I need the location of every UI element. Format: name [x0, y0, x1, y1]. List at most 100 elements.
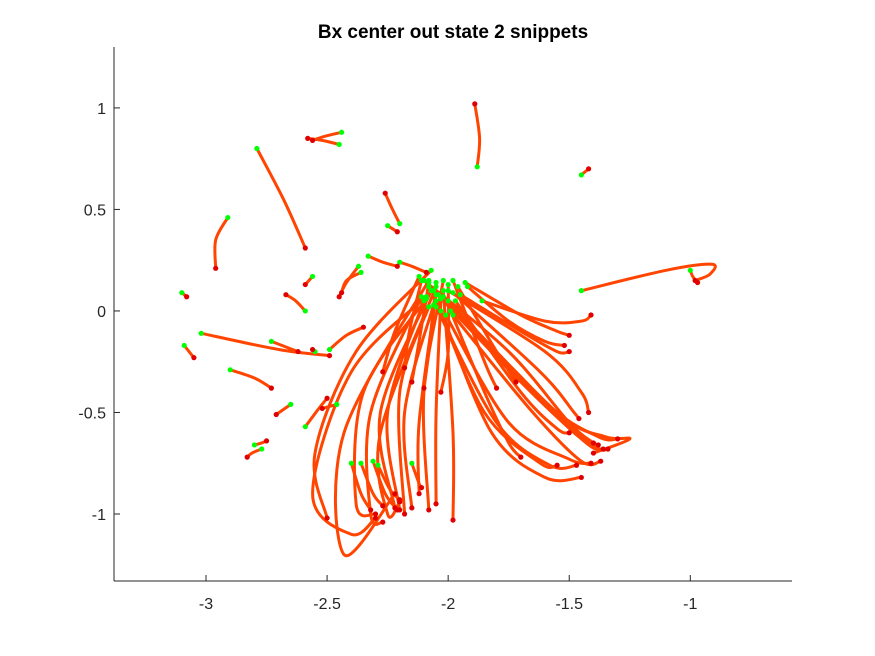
trajectory-line: [456, 285, 518, 384]
end-point-marker: [309, 137, 316, 143]
trajectory-line: [352, 297, 428, 518]
start-point-marker: [445, 281, 451, 288]
start-point-marker: [339, 129, 345, 135]
end-point-marker: [518, 454, 524, 460]
start-point-marker: [447, 308, 454, 314]
end-point-marker: [372, 511, 379, 517]
start-point-marker: [259, 446, 265, 452]
end-point-marker: [394, 507, 400, 513]
y-axis-ticks: 1 0.5 0 -0.5 -1: [78, 101, 120, 524]
end-point-marker: [273, 411, 279, 418]
start-point-marker: [452, 298, 459, 304]
start-point-marker: [435, 292, 442, 298]
end-point-marker: [372, 515, 379, 521]
end-point-marker: [586, 166, 592, 172]
plot-area: [179, 101, 717, 558]
y-tick-label: 0.5: [84, 202, 106, 219]
end-point-marker: [554, 462, 560, 468]
trajectory-line: [402, 303, 436, 510]
end-point-marker: [598, 458, 604, 464]
trajectory-line: [480, 299, 593, 325]
trajectory-line: [213, 216, 230, 270]
start-point-marker: [375, 462, 381, 468]
trajectory-line: [255, 147, 307, 250]
trajectory-line: [383, 191, 402, 226]
end-point-marker: [309, 346, 316, 353]
start-point-marker: [254, 145, 260, 152]
trajectory-line: [269, 339, 300, 354]
end-point-marker: [605, 446, 611, 452]
start-point-marker: [443, 312, 449, 318]
trajectory-line: [579, 262, 717, 293]
start-point-marker: [462, 279, 468, 286]
trajectory-line: [439, 309, 583, 483]
start-point-marker: [455, 283, 461, 290]
end-point-marker: [590, 450, 597, 456]
start-point-marker: [179, 290, 185, 296]
start-point-marker: [687, 267, 693, 273]
end-point-marker: [339, 290, 345, 296]
end-point-marker: [401, 365, 408, 371]
end-point-marker: [433, 501, 439, 507]
end-point-marker: [426, 507, 432, 513]
start-point-marker: [251, 442, 258, 448]
trajectory-line: [312, 268, 433, 520]
y-tick-label: -0.5: [78, 405, 106, 422]
start-point-marker: [416, 273, 422, 280]
end-point-marker: [191, 355, 197, 361]
trajectory-line: [274, 402, 293, 416]
end-point-marker: [244, 454, 250, 460]
end-point-marker: [360, 324, 367, 330]
end-point-marker: [305, 135, 311, 141]
start-point-marker: [198, 330, 204, 336]
trajectory-line: [376, 463, 402, 502]
trajectory-line: [446, 289, 591, 414]
trajectory-line: [340, 270, 363, 295]
start-point-marker: [358, 269, 364, 275]
trajectory-line: [228, 368, 273, 390]
start-point-marker: [450, 312, 456, 318]
end-point-marker: [394, 263, 400, 269]
end-point-marker: [513, 379, 519, 385]
end-point-marker: [578, 474, 584, 481]
end-point-marker: [380, 519, 386, 525]
start-point-marker: [288, 401, 294, 407]
start-point-marker: [578, 288, 584, 294]
start-point-marker: [426, 279, 432, 286]
end-point-marker: [573, 462, 580, 468]
trajectory-layer: [180, 102, 717, 558]
start-point-marker: [433, 298, 439, 304]
end-point-marker: [586, 409, 592, 416]
start-point-marker: [479, 298, 485, 304]
trajectory-line: [403, 279, 423, 370]
end-point-marker: [324, 515, 330, 521]
end-point-marker: [295, 348, 301, 355]
trajectory-line: [311, 295, 428, 537]
end-point-marker: [324, 395, 330, 401]
end-point-marker: [472, 101, 478, 107]
start-point-marker: [309, 273, 316, 280]
end-point-marker: [336, 294, 342, 300]
trajectory-line: [366, 254, 399, 268]
end-point-marker: [268, 385, 274, 391]
start-point-marker: [336, 141, 342, 148]
trajectory-line: [449, 309, 523, 459]
x-tick-label: -2.5: [313, 596, 341, 613]
x-axis-ticks: -3 -2.5 -2 -1.5 -1: [199, 575, 698, 613]
end-point-marker: [561, 342, 567, 349]
end-point-marker: [394, 229, 400, 235]
start-point-marker: [423, 294, 429, 300]
end-point-marker: [423, 269, 429, 275]
end-point-marker: [368, 507, 374, 513]
trajectory-line: [473, 102, 482, 169]
start-point-marker: [418, 277, 425, 284]
end-point-marker: [319, 405, 325, 412]
end-point-marker: [397, 497, 403, 503]
start-point-marker: [370, 458, 376, 464]
end-point-marker: [263, 438, 270, 444]
trajectory-line: [398, 260, 428, 274]
trajectory-line: [199, 331, 331, 358]
end-point-marker: [450, 517, 456, 523]
start-point-marker: [385, 223, 391, 229]
